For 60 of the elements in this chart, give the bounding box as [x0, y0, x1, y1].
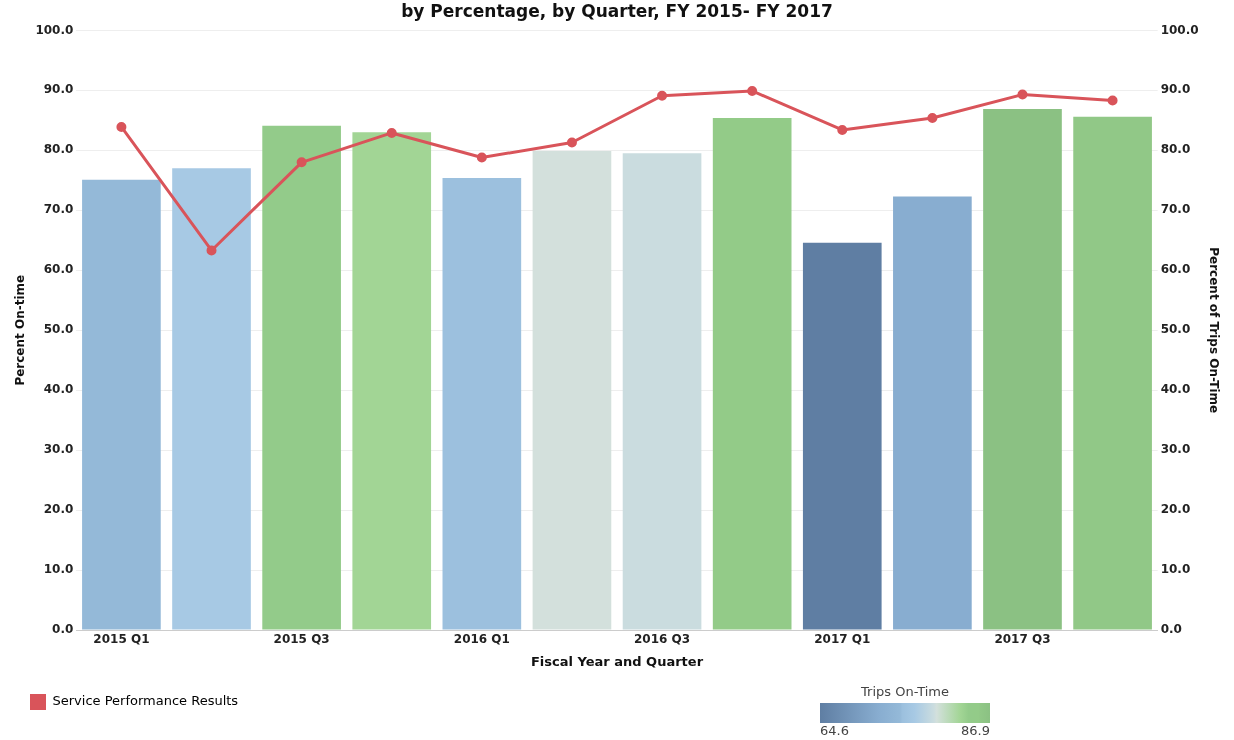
point [747, 85, 758, 96]
y-tick-label: 80.0 [43, 142, 74, 157]
bar [532, 150, 612, 630]
y-tick-label: 10.0 [43, 562, 74, 577]
legend-label: Service Performance Results [52, 693, 239, 709]
y2-axis-title: Percent of Trips On-Time [1206, 247, 1221, 414]
x-tick-label: 2015 Q3 [273, 632, 330, 647]
bar [893, 196, 972, 630]
bar [1073, 116, 1152, 630]
bar [352, 132, 432, 630]
point [476, 152, 487, 163]
y-tick-label: 60.0 [43, 262, 74, 277]
y-tick-label: 30.0 [43, 442, 74, 457]
point [927, 112, 938, 123]
y2-tick-label: 40.0 [1160, 382, 1191, 397]
point [386, 127, 397, 138]
point [657, 90, 668, 101]
point [1107, 95, 1118, 106]
point [296, 157, 307, 168]
y2-tick-label: 10.0 [1160, 562, 1191, 577]
x-tick-label: 2016 Q3 [633, 632, 691, 647]
x-tick-label: 2016 Q1 [453, 632, 510, 647]
color-bar-label: 64.6 [820, 722, 849, 738]
bar [172, 168, 251, 630]
y2-tick-label: 80.0 [1160, 142, 1191, 157]
y-tick-label: 40.0 [43, 382, 74, 397]
point [566, 137, 577, 148]
point [837, 124, 848, 135]
bar [622, 153, 702, 630]
y2-tick-label: 30.0 [1160, 442, 1191, 457]
point [1017, 89, 1028, 100]
chart-title: by Percentage, by Quarter, FY 2015- FY 2017 [401, 0, 833, 21]
y-axis-title: Percent On-time [13, 274, 28, 386]
point [206, 245, 217, 256]
y2-tick-label: 70.0 [1160, 202, 1191, 217]
color-bar-title: Trips On-Time [860, 683, 949, 699]
bar [802, 242, 882, 630]
y-tick-label: 70.0 [43, 202, 74, 217]
y2-tick-label: 20.0 [1160, 502, 1191, 517]
bar [82, 179, 161, 630]
color-bar-label: 86.9 [961, 722, 990, 738]
y2-tick-label: 50.0 [1160, 322, 1191, 337]
y-tick-label: 50.0 [43, 322, 74, 337]
y2-tick-label: 100.0 [1160, 22, 1199, 37]
bar [442, 177, 522, 630]
y-tick-label: 100.0 [35, 22, 74, 37]
bar [712, 117, 792, 630]
bar [983, 108, 1062, 630]
bar [262, 125, 341, 630]
x-tick-label: 2017 Q1 [814, 632, 871, 647]
y2-tick-label: 90.0 [1160, 82, 1191, 97]
x-tick-label: 2015 Q1 [93, 632, 150, 647]
y-tick-label: 90.0 [43, 82, 74, 97]
y2-tick-label: 0.0 [1160, 622, 1182, 637]
point [116, 121, 127, 132]
y-tick-label: 0.0 [52, 622, 74, 637]
x-axis-title: Fiscal Year and Quarter [530, 653, 704, 669]
y-tick-label: 20.0 [43, 502, 74, 517]
x-tick-label: 2017 Q3 [994, 632, 1051, 647]
y2-tick-label: 60.0 [1160, 262, 1191, 277]
